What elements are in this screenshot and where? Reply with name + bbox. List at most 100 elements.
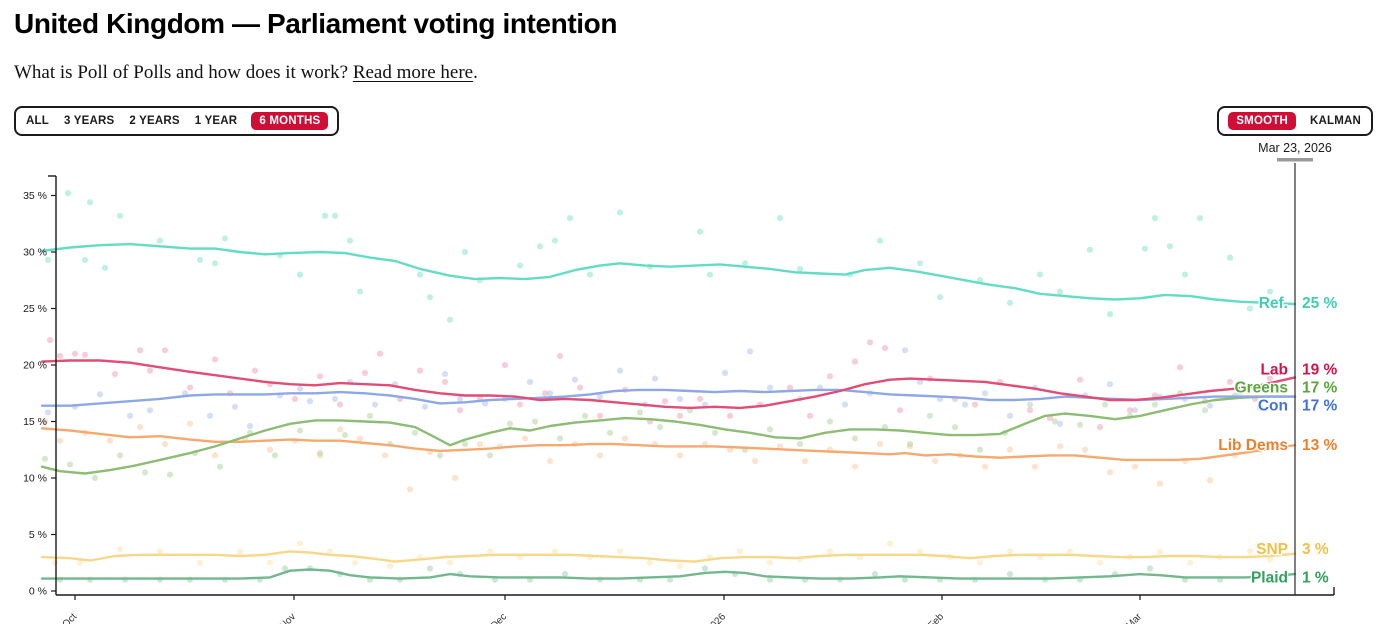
y-tick-label: 10 % <box>23 473 47 485</box>
poll-dot-snp <box>551 548 559 555</box>
poll-dot-con <box>306 398 314 405</box>
poll-dot-reform <box>1086 246 1094 253</box>
poll-dot-plaid <box>901 576 909 583</box>
poll-dot-reform <box>1106 311 1114 318</box>
poll-dot-lib-dems <box>41 418 49 425</box>
poll-dot-reform <box>741 260 749 267</box>
poll-dot-lab <box>881 344 889 352</box>
range-button-3-years[interactable]: 3 YEARS <box>63 112 115 130</box>
poll-dot-con <box>961 401 969 408</box>
poll-dot-lib-dems <box>106 437 114 444</box>
smoothing-button-kalman[interactable]: KALMAN <box>1309 112 1362 130</box>
poll-dot-reform <box>321 212 329 219</box>
poll-dot-plaid <box>1006 570 1014 578</box>
poll-dot-greens <box>91 474 99 482</box>
range-button-all[interactable]: ALL <box>25 112 50 130</box>
poll-dot-con <box>1056 420 1064 427</box>
poll-dot-reform <box>936 294 944 301</box>
poll-dot-snp <box>51 559 59 566</box>
page-title: United Kingdom — Parliament voting inten… <box>14 8 618 39</box>
poll-dot-reform <box>1226 254 1234 261</box>
poll-dot-lib-dems <box>266 446 274 453</box>
series-name-label-reform: Ref. <box>1259 295 1288 312</box>
poll-dot-con <box>571 376 579 383</box>
poll-dot-snp <box>916 548 924 555</box>
read-more-link[interactable]: Read more here <box>352 62 474 83</box>
smoothing-button-smooth[interactable]: SMOOTH <box>1228 112 1296 130</box>
poll-dot-lab <box>1126 407 1134 414</box>
poll-dot-lab <box>376 350 384 357</box>
y-tick-label: 30 % <box>23 247 47 259</box>
poll-dot-reform <box>1266 288 1274 295</box>
y-tick-label: 25 % <box>23 303 47 315</box>
poll-dot-con <box>331 395 339 402</box>
poll-dot-lib-dems <box>621 435 629 442</box>
poll-dot-lib-dems <box>676 452 684 459</box>
poll-dot-reform <box>796 265 804 273</box>
poll-dot-snp <box>1186 559 1194 566</box>
y-tick-label: 5 % <box>29 529 47 541</box>
poll-dot-reform <box>346 237 354 244</box>
poll-dot-con <box>146 407 154 414</box>
poll-dot-lib-dems <box>381 452 389 459</box>
subtitle: What is Poll of Polls and how does it wo… <box>14 62 478 84</box>
x-tick-label: Feb <box>926 611 946 624</box>
poll-dot-snp <box>646 559 654 566</box>
poll-dot-greens <box>486 452 494 459</box>
poll-dot-con <box>481 400 489 407</box>
range-button-2-years[interactable]: 2 YEARS <box>128 112 180 130</box>
poll-dot-lib-dems <box>521 435 529 442</box>
poll-dot-reform <box>196 256 204 264</box>
poll-dot-snp <box>1266 556 1274 563</box>
poll-dot-lib-dems <box>801 457 809 465</box>
series-value-label-greens: 17 % <box>1302 380 1338 397</box>
poll-dot-plaid <box>281 565 289 572</box>
poll-dot-lab <box>1026 407 1034 414</box>
series-name-label-snp: SNP <box>1256 541 1288 558</box>
poll-dot-lab <box>1096 424 1104 431</box>
series-name-label-lib-dems: Lib Dems <box>1218 437 1288 454</box>
series-value-label-lab: 19 % <box>1302 362 1338 379</box>
poll-dot-snp <box>1246 548 1254 555</box>
poll-dot-con <box>651 375 659 382</box>
poll-dot-lib-dems <box>136 424 144 431</box>
poll-dot-con <box>421 403 429 410</box>
range-button-6-months[interactable]: 6 MONTHS <box>251 112 329 130</box>
poll-dot-lib-dems <box>356 435 364 442</box>
poll-dot-snp <box>446 559 454 566</box>
poll-dot-lib-dems <box>981 463 989 470</box>
poll-dot-snp <box>266 559 274 566</box>
series-value-label-plaid: 1 % <box>1302 569 1329 586</box>
poll-dot-greens <box>711 429 719 436</box>
poll-dot-lib-dems <box>1081 446 1089 453</box>
poll-dot-reform <box>156 237 164 244</box>
poll-dot-lib-dems <box>336 426 344 433</box>
poll-dot-lab <box>161 347 169 354</box>
poll-dot-lab <box>1226 378 1234 386</box>
date-marker-handle[interactable] <box>1277 158 1313 162</box>
range-button-1-year[interactable]: 1 YEAR <box>194 112 239 130</box>
poll-dot-lab <box>441 378 449 386</box>
poll-dot-lab <box>316 373 324 380</box>
poll-dot-lab <box>146 367 154 374</box>
poll-dot-reform <box>64 190 72 197</box>
poll-dot-greens <box>851 435 859 442</box>
poll-dot-lib-dems <box>546 457 554 465</box>
poll-dot-lib-dems <box>931 457 939 465</box>
poll-dot-con <box>901 347 909 354</box>
poll-dot-lab <box>81 351 89 358</box>
poll-dot-plaid <box>1146 565 1154 572</box>
poll-dot-greens <box>1201 407 1209 414</box>
poll-dot-lib-dems <box>1056 443 1064 450</box>
poll-dot-con <box>616 367 624 374</box>
poll-chart[interactable]: 0 % 5 % 10 % 15 % 20 % 25 % 30 % 35 % Oct Nov Dec 2… <box>0 140 1387 624</box>
poll-dot-greens <box>926 412 934 419</box>
poll-dot-lib-dems <box>1206 477 1214 484</box>
poll-dot-greens <box>1076 421 1084 428</box>
poll-dot-con <box>546 390 554 397</box>
poll-dot-greens <box>506 420 514 427</box>
marker-date-label: Mar 23, 2026 <box>1258 141 1332 155</box>
poll-dot-reform <box>101 264 109 271</box>
poll-dot-con <box>1131 407 1139 414</box>
poll-dot-greens <box>951 424 959 431</box>
